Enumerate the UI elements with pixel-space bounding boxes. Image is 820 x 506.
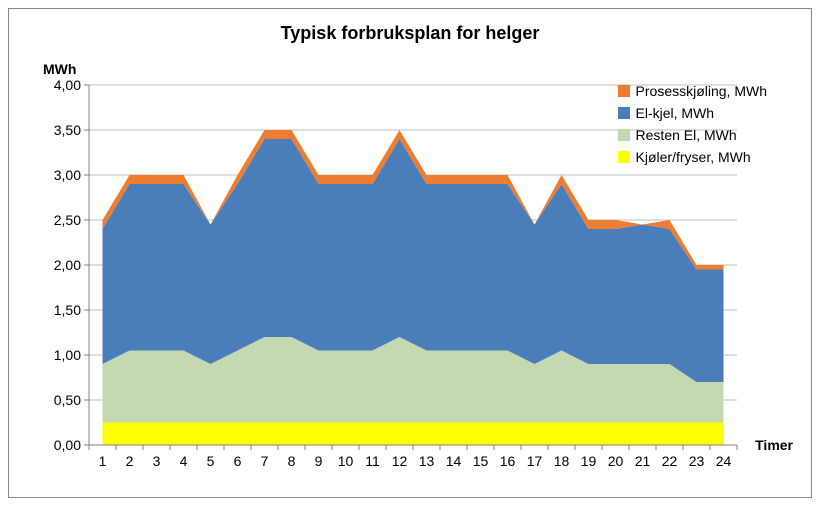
legend-label: Kjøler/fryser, MWh xyxy=(636,149,751,165)
legend-label: Resten El, MWh xyxy=(636,127,737,143)
legend-label: Prosesskjøling, MWh xyxy=(636,83,767,99)
chart-title: Typisk forbruksplan for helger xyxy=(9,23,811,44)
y-tick-label: 0,50 xyxy=(31,392,81,408)
chart-border: Typisk forbruksplan for helger MWh Timer… xyxy=(8,8,812,498)
legend-item: Prosesskjøling, MWh xyxy=(618,83,767,99)
x-tick-label: 7 xyxy=(250,453,280,469)
x-tick-label: 12 xyxy=(385,453,415,469)
x-tick-label: 3 xyxy=(142,453,172,469)
x-tick-label: 2 xyxy=(115,453,145,469)
y-tick-label: 1,00 xyxy=(31,347,81,363)
legend-swatch xyxy=(618,107,630,119)
x-axis-title: Timer xyxy=(755,437,793,453)
x-tick-label: 1 xyxy=(88,453,118,469)
legend-swatch xyxy=(618,129,630,141)
x-tick-label: 22 xyxy=(655,453,685,469)
x-tick-label: 9 xyxy=(304,453,334,469)
chart-frame: Typisk forbruksplan for helger MWh Timer… xyxy=(0,0,820,506)
legend-swatch xyxy=(618,151,630,163)
x-tick-label: 17 xyxy=(520,453,550,469)
legend-item: Kjøler/fryser, MWh xyxy=(618,149,767,165)
x-tick-label: 24 xyxy=(709,453,739,469)
x-tick-label: 23 xyxy=(682,453,712,469)
x-tick-label: 21 xyxy=(628,453,658,469)
x-tick-label: 8 xyxy=(277,453,307,469)
x-tick-label: 13 xyxy=(412,453,442,469)
x-tick-label: 11 xyxy=(358,453,388,469)
x-tick-label: 10 xyxy=(331,453,361,469)
x-tick-label: 18 xyxy=(547,453,577,469)
y-tick-label: 3,00 xyxy=(31,167,81,183)
y-tick-label: 3,50 xyxy=(31,122,81,138)
x-tick-label: 6 xyxy=(223,453,253,469)
y-tick-label: 0,00 xyxy=(31,437,81,453)
x-tick-label: 16 xyxy=(493,453,523,469)
x-tick-label: 15 xyxy=(466,453,496,469)
y-tick-label: 4,00 xyxy=(31,77,81,93)
y-tick-label: 1,50 xyxy=(31,302,81,318)
legend-item: El-kjel, MWh xyxy=(618,105,767,121)
x-tick-label: 20 xyxy=(601,453,631,469)
legend-label: El-kjel, MWh xyxy=(636,105,715,121)
legend: Prosesskjøling, MWh El-kjel, MWh Resten El… xyxy=(618,83,767,171)
y-tick-label: 2,00 xyxy=(31,257,81,273)
legend-swatch xyxy=(618,85,630,97)
y-tick-label: 2,50 xyxy=(31,212,81,228)
legend-item: Resten El, MWh xyxy=(618,127,767,143)
x-tick-label: 14 xyxy=(439,453,469,469)
x-tick-label: 19 xyxy=(574,453,604,469)
x-tick-label: 4 xyxy=(169,453,199,469)
x-tick-label: 5 xyxy=(196,453,226,469)
y-axis-title: MWh xyxy=(43,61,76,77)
